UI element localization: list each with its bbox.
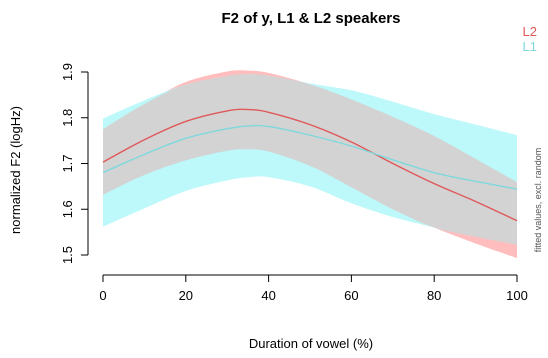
x-tick-label: 20: [179, 288, 193, 303]
x-axis-label: Duration of vowel (%): [249, 336, 373, 351]
y-tick-label: 1.6: [60, 200, 75, 218]
confidence-bands: [103, 70, 517, 259]
x-tick-label: 100: [506, 288, 528, 303]
x-tick-label: 0: [99, 288, 106, 303]
x-ticks: 0 20 40 60 80 100: [99, 275, 528, 303]
y-tick-label: 1.8: [60, 109, 75, 127]
x-tick-label: 40: [261, 288, 275, 303]
band-overlap: [103, 74, 517, 245]
y-tick-label: 1.9: [60, 63, 75, 81]
legend-entry-l2: L2: [523, 24, 537, 39]
axes: 0 20 40 60 80 100 1.5 1.6 1.7 1.8 1.9: [60, 63, 528, 303]
x-tick-label: 60: [344, 288, 358, 303]
y-tick-label: 1.5: [60, 246, 75, 264]
series-line-l1: [102, 124, 518, 190]
y-ticks: 1.5 1.6 1.7 1.8 1.9: [60, 63, 88, 264]
side-note: fitted values, excl. random: [533, 148, 543, 253]
series-line-l2: [102, 108, 518, 222]
chart-title: F2 of y, L1 & L2 speakers: [222, 10, 401, 27]
x-tick-label: 80: [427, 288, 441, 303]
y-tick-label: 1.7: [60, 154, 75, 172]
series-lines: [102, 108, 518, 222]
legend-entry-l1: L1: [523, 39, 537, 54]
y-axis-label: normalized F2 (logHz): [8, 106, 23, 234]
